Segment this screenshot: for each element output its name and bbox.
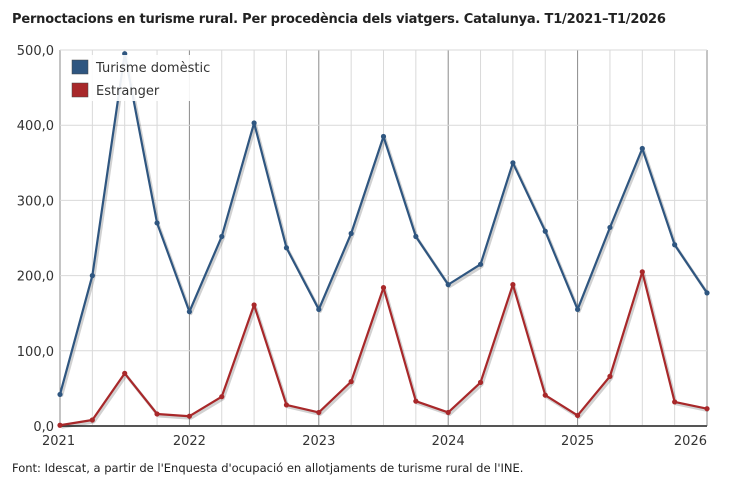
data-point-domestic bbox=[477, 261, 484, 267]
data-point-domestic bbox=[219, 233, 225, 240]
legend: Turisme domèstic Estranger bbox=[64, 55, 210, 101]
axes: 0,0 100,0 200,0 300,0 400,0 500,0 2021 2022 2023… bbox=[17, 44, 707, 449]
data-point-domestic bbox=[348, 230, 354, 237]
data-point-foreign bbox=[348, 379, 354, 385]
y-tick-label: 0,0 bbox=[33, 420, 54, 435]
x-tick-label: 2025 bbox=[561, 434, 594, 449]
data-point-domestic bbox=[542, 228, 548, 234]
x-tick-label: 2026 bbox=[674, 434, 707, 449]
data-point-foreign bbox=[283, 402, 290, 408]
data-point-domestic bbox=[445, 282, 451, 288]
data-point-domestic bbox=[575, 306, 581, 313]
data-point-foreign bbox=[445, 409, 451, 416]
grid bbox=[59, 49, 708, 426]
y-tick-label: 500,0 bbox=[17, 44, 54, 59]
data-point-domestic bbox=[283, 245, 290, 251]
data-point-foreign bbox=[542, 392, 548, 398]
legend-swatch-foreign bbox=[71, 82, 89, 98]
x-tick-label: 2024 bbox=[432, 434, 465, 449]
legend-label-domestic: Turisme domèstic bbox=[95, 61, 210, 76]
series-layer bbox=[57, 51, 710, 429]
x-tick-label: 2021 bbox=[42, 434, 75, 449]
legend-swatch-domestic bbox=[71, 59, 89, 75]
data-point-domestic bbox=[251, 120, 257, 126]
data-point-foreign bbox=[639, 269, 645, 275]
data-point-foreign bbox=[316, 409, 322, 416]
data-point-foreign bbox=[219, 394, 225, 400]
data-point-domestic bbox=[186, 309, 192, 315]
data-point-foreign bbox=[672, 399, 678, 405]
data-point-foreign bbox=[510, 282, 516, 288]
data-point-domestic bbox=[154, 220, 160, 226]
data-point-domestic bbox=[704, 290, 710, 296]
data-point-foreign bbox=[154, 411, 160, 417]
data-point-foreign bbox=[413, 398, 419, 404]
data-point-foreign bbox=[704, 406, 710, 412]
y-tick-label: 200,0 bbox=[17, 270, 54, 285]
y-tick-label: 300,0 bbox=[17, 194, 54, 209]
data-point-domestic bbox=[607, 224, 613, 231]
data-point-domestic bbox=[672, 242, 678, 248]
data-point-domestic bbox=[57, 391, 63, 398]
y-tick-label: 100,0 bbox=[17, 345, 54, 360]
x-tick-label: 2023 bbox=[302, 434, 335, 449]
x-tick-label: 2022 bbox=[173, 434, 206, 449]
data-point-foreign bbox=[57, 422, 63, 428]
data-point-domestic bbox=[413, 233, 419, 240]
chart-title: Pernoctacions en turisme rural. Per proc… bbox=[12, 12, 666, 27]
data-point-foreign bbox=[380, 285, 387, 291]
data-point-domestic bbox=[639, 145, 645, 152]
data-point-domestic bbox=[380, 133, 387, 140]
data-point-foreign bbox=[186, 413, 192, 419]
data-point-foreign bbox=[607, 373, 613, 379]
data-point-foreign bbox=[251, 302, 257, 308]
data-point-foreign bbox=[477, 379, 484, 385]
source-note: Font: Idescat, a partir de l'Enquesta d'… bbox=[12, 461, 524, 475]
data-point-foreign bbox=[122, 370, 128, 376]
data-point-domestic bbox=[510, 160, 516, 166]
data-point-domestic bbox=[316, 306, 322, 313]
data-point-foreign bbox=[575, 412, 581, 419]
legend-label-foreign: Estranger bbox=[96, 84, 160, 99]
data-point-foreign bbox=[89, 417, 95, 423]
data-point-domestic bbox=[89, 273, 95, 279]
y-tick-label: 400,0 bbox=[17, 119, 54, 134]
